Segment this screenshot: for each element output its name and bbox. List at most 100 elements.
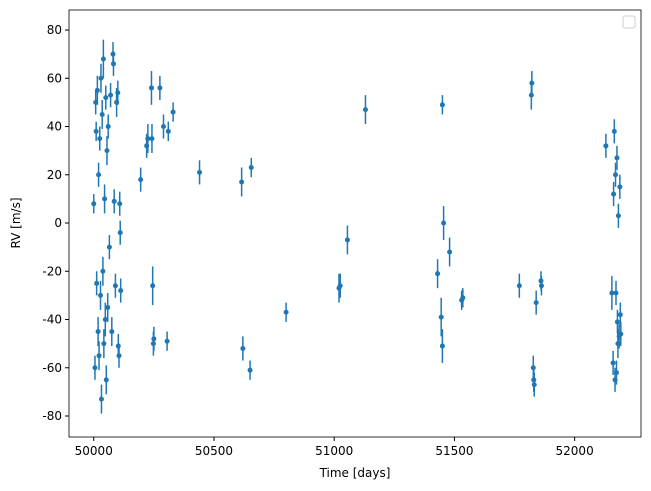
data-point bbox=[92, 365, 98, 371]
data-point bbox=[116, 353, 122, 359]
data-point bbox=[283, 309, 289, 315]
data-point bbox=[460, 295, 466, 301]
data-point bbox=[96, 172, 102, 178]
data-point bbox=[150, 283, 156, 289]
y-tick-label: 60 bbox=[47, 71, 62, 85]
data-point bbox=[115, 90, 121, 96]
data-point bbox=[106, 244, 112, 250]
y-tick-label: 40 bbox=[47, 120, 62, 134]
data-point bbox=[438, 314, 444, 320]
data-point bbox=[603, 143, 609, 149]
data-point bbox=[96, 353, 102, 359]
data-point bbox=[97, 136, 103, 142]
data-point bbox=[247, 367, 253, 373]
data-point bbox=[531, 382, 537, 388]
y-tick-label: 0 bbox=[54, 216, 62, 230]
x-tick-label: 50000 bbox=[75, 444, 113, 458]
data-point bbox=[538, 283, 544, 289]
x-tick-label: 50500 bbox=[195, 444, 233, 458]
data-point bbox=[617, 184, 623, 190]
data-point bbox=[613, 290, 619, 296]
legend-box bbox=[622, 15, 636, 29]
data-point bbox=[447, 249, 453, 255]
data-point bbox=[441, 220, 447, 226]
data-point bbox=[98, 396, 104, 402]
data-point bbox=[615, 213, 621, 219]
data-point bbox=[149, 136, 155, 142]
x-tick-label: 51500 bbox=[435, 444, 473, 458]
data-point bbox=[516, 283, 522, 289]
data-point bbox=[138, 177, 144, 183]
data-point bbox=[117, 201, 123, 207]
x-tick-label: 51000 bbox=[315, 444, 353, 458]
y-axis-label: RV [m/s] bbox=[9, 197, 23, 248]
data-point bbox=[439, 343, 445, 349]
data-point bbox=[240, 345, 246, 351]
data-point bbox=[611, 128, 617, 134]
data-point bbox=[337, 283, 343, 289]
data-point bbox=[613, 370, 619, 376]
data-point bbox=[111, 198, 117, 204]
data-point bbox=[94, 87, 100, 93]
data-point bbox=[439, 102, 445, 108]
data-point bbox=[101, 341, 107, 347]
y-tick-label: -80 bbox=[42, 409, 62, 423]
data-point bbox=[93, 128, 99, 134]
data-point bbox=[103, 377, 109, 383]
data-point bbox=[103, 95, 109, 101]
data-point bbox=[533, 300, 539, 306]
y-tick-label: -60 bbox=[42, 361, 62, 375]
data-point bbox=[614, 155, 620, 161]
data-point bbox=[164, 338, 170, 344]
y-tick-label: -40 bbox=[42, 313, 62, 327]
data-point bbox=[148, 85, 154, 91]
data-point bbox=[112, 283, 118, 289]
data-point bbox=[435, 271, 441, 277]
x-tick-label: 52000 bbox=[556, 444, 594, 458]
data-point bbox=[362, 107, 368, 113]
data-point bbox=[165, 128, 171, 134]
data-point bbox=[94, 280, 100, 286]
data-point bbox=[611, 191, 617, 197]
data-point bbox=[110, 61, 116, 67]
data-point bbox=[98, 75, 104, 81]
data-point bbox=[102, 317, 108, 323]
data-point bbox=[529, 80, 535, 86]
data-point bbox=[109, 329, 115, 335]
data-point bbox=[104, 148, 110, 154]
data-point bbox=[610, 360, 616, 366]
data-point bbox=[239, 179, 245, 185]
data-point bbox=[117, 230, 123, 236]
axes-frame bbox=[68, 9, 642, 438]
data-point bbox=[614, 319, 620, 325]
y-tick-label: 20 bbox=[47, 168, 62, 182]
data-point bbox=[609, 290, 615, 296]
data-point bbox=[618, 331, 624, 337]
data-point bbox=[197, 169, 203, 175]
data-point bbox=[91, 201, 97, 207]
data-point bbox=[170, 109, 176, 115]
data-point bbox=[145, 136, 151, 142]
data-point bbox=[105, 304, 111, 310]
data-point bbox=[97, 292, 103, 298]
data-point bbox=[118, 288, 124, 294]
y-tick-label: 80 bbox=[47, 23, 62, 37]
data-point bbox=[157, 85, 163, 91]
data-point bbox=[108, 92, 114, 98]
data-point bbox=[100, 56, 106, 62]
data-point bbox=[613, 172, 619, 178]
data-point bbox=[151, 336, 157, 342]
data-point bbox=[102, 196, 108, 202]
data-point bbox=[105, 124, 111, 130]
data-point bbox=[160, 124, 166, 130]
data-point bbox=[248, 165, 254, 171]
data-point bbox=[344, 237, 350, 243]
y-tick-label: -20 bbox=[42, 264, 62, 278]
data-point bbox=[100, 268, 106, 274]
data-point bbox=[99, 111, 105, 117]
data-point bbox=[617, 312, 623, 318]
x-axis-label: Time [days] bbox=[319, 466, 391, 480]
data-point bbox=[95, 329, 101, 335]
